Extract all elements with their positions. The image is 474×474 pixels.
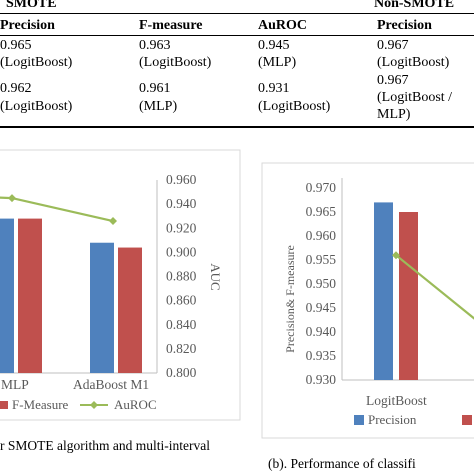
legend-swatch-precision	[354, 415, 364, 425]
chart-b-tick-label: 0.930	[306, 372, 337, 387]
group-header-non-smote: Non-SMOTE	[374, 0, 455, 11]
chart-b-tick-label: 0.945	[306, 300, 337, 315]
table-cell-model: (LogitBoost)	[139, 55, 212, 70]
bar-precision	[374, 202, 393, 380]
table-cell-model: MLP)	[377, 107, 411, 122]
chart-b-tick-label: 0.940	[306, 324, 337, 339]
table-cell-model: (MLP)	[258, 55, 297, 70]
chart-a-tick-label: 0.960	[166, 172, 197, 187]
chart-a-tick-label: 0.820	[166, 341, 197, 356]
chart-a-tick-label: 0.900	[166, 244, 197, 259]
table-cell-value: 0.963	[139, 38, 171, 53]
table-cell-model: (LogitBoost)	[0, 99, 73, 114]
column-header: AuROC	[258, 18, 308, 33]
table-rule	[0, 126, 474, 128]
table-cell-model: (LogitBoost)	[377, 55, 450, 70]
results-table: SMOTE Non-SMOTE Precision F-measure AuRO…	[0, 0, 474, 131]
chart-a-tick-label: 0.840	[166, 317, 197, 332]
legend-label-precision: Precision	[368, 412, 417, 427]
chart-b-frame	[261, 162, 474, 439]
group-header-smote: SMOTE	[6, 0, 57, 11]
chart-b-tick-label: 0.955	[306, 252, 337, 267]
bar-precision	[90, 242, 114, 373]
table-cell-value: 0.945	[258, 38, 290, 53]
chart-b-tick-label: 0.935	[306, 348, 337, 363]
chart-a-category-label: MLP	[1, 377, 29, 392]
table-rule	[0, 13, 474, 14]
table-cell-value: 0.965	[0, 38, 32, 53]
bar-f-measure	[118, 247, 142, 373]
column-header: Precision	[377, 18, 432, 33]
chart-a-frame	[0, 149, 241, 421]
bar-precision	[0, 218, 14, 373]
chart-a-right-axis-title: AUC	[208, 263, 223, 290]
table-cell-model: (MLP)	[139, 99, 178, 114]
chart-b-tick-label: 0.950	[306, 276, 337, 291]
chart-b-category-label: LogitBoost	[366, 393, 427, 408]
table-cell-value: 0.967	[377, 38, 409, 53]
table-cell-model: (LogitBoost /	[377, 90, 453, 105]
bar-f-measure	[399, 212, 418, 380]
point-auroc	[109, 217, 117, 226]
point-auroc	[8, 194, 16, 203]
figure-caption-b: (b). Performance of classifi	[268, 456, 416, 471]
legend-marker-auroc	[90, 401, 98, 409]
column-header: Precision	[0, 18, 55, 33]
column-header: F-measure	[139, 18, 203, 33]
line-auroc	[395, 254, 474, 320]
table-cell-value: 0.962	[0, 81, 32, 96]
table-cell-model: (LogitBoost)	[0, 55, 73, 70]
chart-a-tick-label: 0.940	[166, 196, 197, 211]
legend-swatch-f-measure-b	[462, 415, 472, 425]
chart-a-tick-label: 0.920	[166, 220, 197, 235]
table-rule	[0, 35, 474, 36]
chart-a-tick-label: 0.880	[166, 269, 197, 284]
chart-b-tick-label: 0.965	[306, 204, 337, 219]
table-cell-value: 0.931	[258, 81, 290, 96]
chart-b-y-axis-title: Precision& F-measure	[283, 245, 297, 353]
chart-a-category-label: AdaBoost M1	[73, 377, 149, 392]
legend-label-auroc: AuROC	[114, 397, 157, 412]
chart-b-tick-label: 0.970	[306, 180, 337, 195]
chart-a-tick-label: 0.800	[166, 365, 197, 380]
point-auroc	[392, 251, 400, 260]
figure-caption-a: r SMOTE algorithm and multi-interval	[0, 438, 210, 453]
chart-b-tick-label: 0.960	[306, 228, 337, 243]
chart-a-tick-label: 0.860	[166, 293, 197, 308]
table-cell-model: (LogitBoost)	[258, 99, 331, 114]
table-cell-value: 0.967	[377, 73, 409, 88]
table-cell-value: 0.961	[139, 81, 171, 96]
legend-swatch-f-measure	[0, 401, 8, 409]
legend-label-f-measure: F-Measure	[12, 397, 69, 412]
bar-f-measure	[18, 218, 42, 373]
